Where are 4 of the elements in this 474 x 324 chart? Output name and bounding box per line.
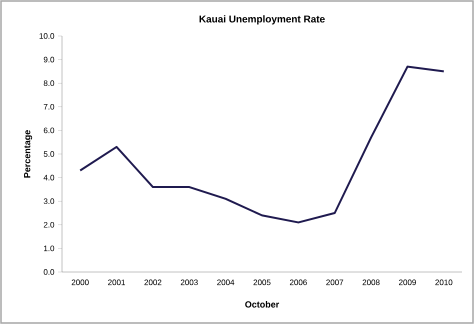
line-series [79, 66, 445, 224]
chart-title: Kauai Unemployment Rate [200, 15, 325, 24]
x-axis-title: October [245, 301, 280, 308]
y-axis-title: Percentage [24, 130, 32, 178]
